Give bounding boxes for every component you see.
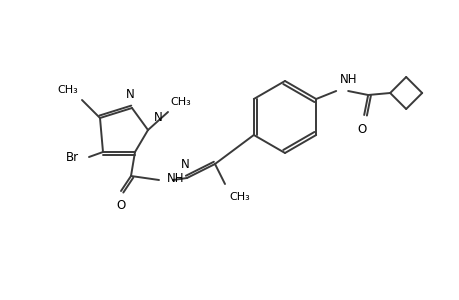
Text: CH₃: CH₃ xyxy=(57,85,78,95)
Text: NH: NH xyxy=(340,73,357,86)
Text: N: N xyxy=(180,158,189,171)
Text: CH₃: CH₃ xyxy=(170,97,190,107)
Text: N: N xyxy=(154,111,162,124)
Text: CH₃: CH₃ xyxy=(229,192,249,202)
Text: Br: Br xyxy=(66,151,79,164)
Text: O: O xyxy=(357,123,366,136)
Text: O: O xyxy=(116,199,125,212)
Text: NH: NH xyxy=(167,172,184,184)
Text: N: N xyxy=(125,88,134,101)
